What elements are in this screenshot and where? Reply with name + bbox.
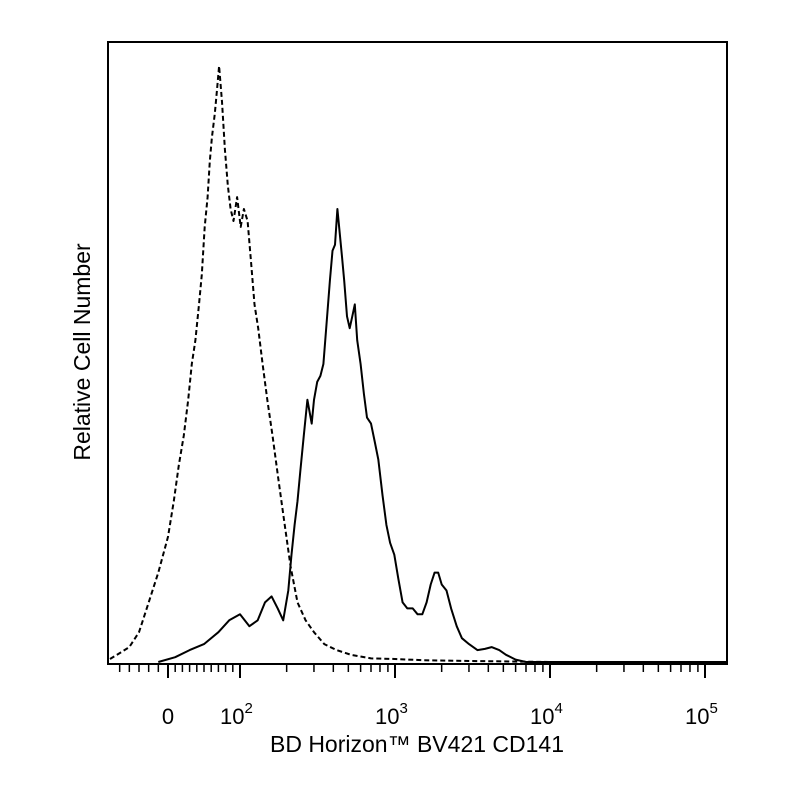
- x-tick-label: 104: [530, 700, 563, 729]
- x-axis-major-ticks: [167, 664, 706, 678]
- x-tick-label: 103: [375, 700, 408, 729]
- x-tick-label: 0: [162, 704, 174, 729]
- series-line-dashed: [109, 65, 551, 663]
- y-axis-title: Relative Cell Number: [69, 243, 95, 461]
- series-layer: [109, 65, 726, 663]
- plot-frame: [107, 41, 728, 665]
- x-axis-tick-labels: 0 102 103 104 105: [162, 700, 718, 729]
- x-axis-title: BD Horizon™ BV421 CD141: [270, 731, 564, 757]
- x-tick-label: 105: [685, 700, 718, 729]
- x-axis-minor-ticks: [118, 664, 699, 672]
- series-line-solid: [158, 208, 726, 663]
- x-tick-label: 102: [220, 700, 253, 729]
